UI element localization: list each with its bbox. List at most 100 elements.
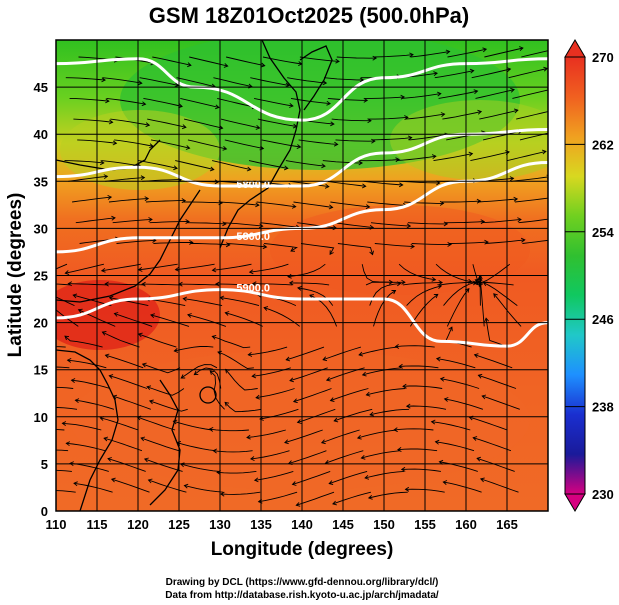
streamline: [402, 385, 443, 389]
streamline-arrow: [443, 397, 449, 402]
x-tick-label: 145: [332, 517, 354, 532]
streamline: [289, 180, 329, 188]
streamline-arrow: [223, 63, 229, 68]
streamline-arrow: [25, 429, 29, 433]
streamline-arrow: [309, 294, 314, 299]
streamline: [444, 221, 485, 224]
streamline-arrow: [468, 151, 474, 157]
streamline-arrow: [145, 122, 151, 128]
streamline: [176, 442, 216, 452]
y-tick-label: 40: [34, 127, 48, 142]
streamline: [137, 416, 176, 431]
streamline: [286, 346, 325, 361]
streamline-arrow: [474, 278, 480, 284]
streamline: [217, 470, 257, 474]
streamline-arrow: [283, 165, 289, 171]
x-axis-label: Longitude (degrees): [211, 539, 394, 560]
streamline: [173, 420, 213, 431]
streamline-arrow: [246, 166, 252, 172]
streamline-arrow: [296, 144, 302, 150]
streamline-arrow: [467, 278, 473, 284]
streamline: [264, 243, 298, 252]
streamline: [112, 395, 151, 410]
streamline: [149, 221, 190, 224]
streamline: [443, 481, 482, 493]
y-tick-label: 0: [41, 504, 48, 519]
streamline-arrow: [360, 454, 366, 460]
streamline: [180, 97, 220, 108]
streamline: [436, 358, 476, 369]
y-axis: 0 5 10 15 20 25 30 35 40 45: [34, 80, 48, 519]
streamline-arrow: [111, 215, 116, 221]
streamline-arrow: [556, 47, 560, 51]
streamline-arrow: [33, 469, 37, 473]
streamline: [100, 417, 139, 431]
streamline: [411, 243, 452, 245]
streamline: [284, 429, 323, 444]
coastline-hokkaido: [299, 45, 333, 111]
streamline: [176, 77, 216, 88]
streamline: [111, 478, 150, 493]
streamline: [441, 200, 481, 203]
x-tick-label: 120: [127, 517, 149, 532]
streamline: [220, 491, 261, 495]
streamline-arrow: [251, 281, 257, 287]
x-tick-label: 110: [46, 517, 67, 532]
colorbar-tick-label: 270: [592, 50, 614, 65]
streamline: [73, 482, 113, 493]
streamline: [68, 175, 108, 182]
streamline: [249, 263, 289, 273]
streamline-arrow: [409, 52, 414, 58]
streamline: [183, 118, 223, 129]
streamline: [142, 283, 182, 286]
streamline-arrow: [554, 216, 558, 220]
streamline-arrow: [193, 370, 199, 376]
streamline-arrow: [291, 481, 297, 486]
streamline: [475, 89, 515, 99]
streamline: [469, 416, 508, 431]
streamline-arrow: [493, 293, 498, 298]
streamline: [56, 366, 70, 369]
streamline-arrow: [100, 267, 106, 273]
streamline-arrow: [543, 66, 548, 72]
streamline-arrow: [481, 394, 487, 400]
streamline-arrow: [26, 346, 30, 350]
streamline: [66, 442, 106, 452]
streamline-arrow: [369, 411, 375, 417]
streamline-arrow: [148, 217, 153, 222]
streamline: [174, 345, 214, 352]
streamline: [256, 388, 295, 399]
streamline-arrow: [143, 457, 149, 463]
y-tick-label: 35: [34, 174, 48, 189]
streamline-arrow: [174, 82, 180, 88]
streamline: [369, 408, 410, 416]
subtropical-band: [270, 205, 530, 295]
streamline: [144, 458, 183, 472]
streamline-arrow: [66, 357, 72, 363]
streamline-arrow: [137, 332, 143, 338]
streamline-arrow: [448, 326, 453, 332]
streamline-arrow: [433, 293, 439, 299]
streamline: [439, 461, 478, 472]
streamline-arrow: [107, 194, 113, 200]
streamline: [209, 428, 249, 432]
streamline: [431, 421, 471, 431]
streamline-arrow: [405, 403, 411, 409]
streamline: [56, 449, 69, 452]
streamline: [479, 109, 519, 120]
streamline-arrow: [438, 280, 443, 286]
streamline: [182, 201, 223, 204]
streamline: [116, 239, 156, 244]
streamline: [114, 139, 154, 147]
colorbar-tick-label: 246: [592, 312, 614, 327]
streamline-arrow: [320, 439, 326, 445]
y-tick-label: 15: [34, 363, 48, 378]
streamline: [224, 139, 264, 150]
streamline-arrow: [209, 166, 215, 172]
streamline: [56, 263, 68, 270]
streamline: [442, 111, 482, 120]
streamline: [406, 285, 442, 306]
streamline: [105, 354, 144, 369]
chart-title: GSM 18Z01Oct2025 (500.0hPa): [149, 3, 469, 28]
streamline-arrow: [472, 436, 478, 441]
